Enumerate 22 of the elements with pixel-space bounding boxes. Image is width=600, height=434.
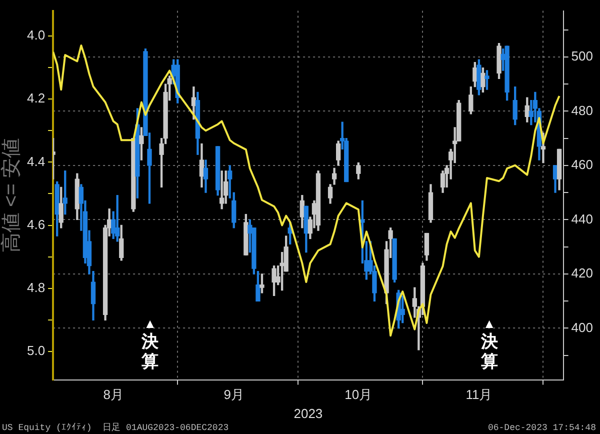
y2-tick-label: 400	[571, 320, 594, 335]
y-tick-label: 4.6	[26, 216, 46, 232]
x-tick-label: 9月	[224, 387, 244, 402]
x-tick-label: 11月	[466, 387, 492, 402]
y-tick-label: 4.4	[26, 154, 46, 169]
y2-tick-label: 500	[571, 48, 594, 64]
y2-tick-label: 440	[571, 211, 594, 226]
y-tick-label: 4.0	[26, 28, 46, 43]
y2-tick-label: 420	[571, 266, 594, 281]
y-tick-label: 5.0	[26, 342, 46, 358]
text: 06-Dec-2023 17:54:48	[488, 422, 596, 433]
x-axis-title: 2023	[294, 406, 323, 421]
x-tick-label: 8月	[103, 387, 124, 402]
y-axis-title: 高値 <= 安値	[0, 138, 23, 253]
y-tick-label: 4.2	[26, 90, 46, 106]
x-tick-label: 10月	[344, 387, 372, 402]
annotation: ▲決算	[480, 316, 499, 371]
y2-tick-label: 480	[571, 102, 594, 118]
text: US Equity (ｴｸｲﾃｨ) 日足 01AUG2023-06DEC2023	[2, 422, 229, 433]
y-tick-label: 4.8	[26, 280, 46, 295]
annotation: ▲決算	[140, 316, 160, 371]
y2-tick-label: 460	[571, 157, 594, 172]
